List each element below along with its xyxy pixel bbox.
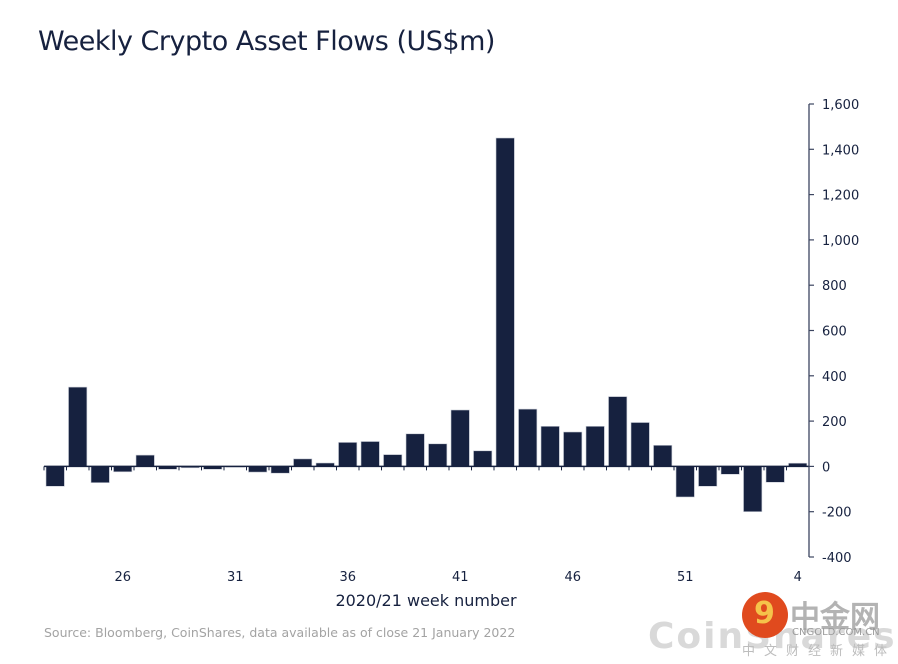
y-tick-label: 400 bbox=[822, 370, 847, 385]
cngold-url-watermark: CNGOLD.COM.CN bbox=[792, 627, 880, 638]
bar-week-49 bbox=[630, 422, 650, 467]
bar-week-1 bbox=[720, 466, 740, 475]
bar-week-43 bbox=[495, 137, 515, 467]
y-tick-label: 600 bbox=[822, 325, 847, 340]
y-tick-label: 1,000 bbox=[822, 234, 859, 249]
bars-group bbox=[45, 137, 808, 512]
bar-week-23 bbox=[45, 466, 65, 487]
chart-title: Weekly Crypto Asset Flows (US$m) bbox=[38, 26, 495, 57]
bar-week-36 bbox=[338, 442, 358, 467]
bar-week-45 bbox=[540, 425, 560, 467]
bar-week-3 bbox=[765, 466, 785, 483]
y-tick-label: 200 bbox=[822, 415, 847, 430]
y-tick-label: -200 bbox=[822, 506, 852, 521]
x-tick-label-51: 51 bbox=[677, 570, 694, 585]
y-tick-label: 1,200 bbox=[822, 189, 859, 204]
x-tick-label-31: 31 bbox=[227, 570, 244, 585]
zero-baseline bbox=[43, 465, 810, 471]
bar-week-42 bbox=[473, 450, 493, 467]
bar-week-44 bbox=[518, 408, 538, 467]
bar-week-32 bbox=[248, 466, 268, 473]
x-tick-label-46: 46 bbox=[565, 570, 582, 585]
bar-week-50 bbox=[653, 444, 673, 467]
source-note: Source: Bloomberg, CoinShares, data avai… bbox=[44, 625, 516, 640]
bar-week-46 bbox=[563, 431, 583, 467]
x-tick-label-41: 41 bbox=[452, 570, 469, 585]
bar-week-47 bbox=[585, 425, 605, 467]
bar-week-24 bbox=[68, 386, 88, 467]
y-tick-label: 0 bbox=[822, 460, 830, 475]
bar-week-25 bbox=[90, 466, 110, 483]
y-tick-label: -400 bbox=[822, 551, 852, 566]
cngold-watermark: 中金网 bbox=[790, 600, 880, 635]
bar-week-37 bbox=[360, 441, 380, 467]
bar-week-48 bbox=[608, 396, 628, 467]
bar-week-26 bbox=[113, 466, 133, 473]
bar-week-38 bbox=[383, 454, 403, 467]
bar-week-34 bbox=[293, 458, 313, 467]
bar-week-39 bbox=[405, 433, 425, 467]
bar-week-27 bbox=[135, 454, 155, 467]
y-tick-label: 1,600 bbox=[822, 98, 859, 113]
bar-week-51 bbox=[675, 466, 695, 498]
x-tick-label-36: 36 bbox=[340, 570, 357, 585]
bar-week-52 bbox=[698, 466, 718, 487]
x-axis-label: 2020/21 week number bbox=[335, 591, 517, 610]
bar-week-33 bbox=[270, 466, 290, 474]
cngold-subtitle-watermark: 中文财经新媒体 bbox=[742, 644, 897, 659]
x-tick-label-4: 4 bbox=[794, 570, 802, 585]
y-axis: 1,600 1,400 1,200 1,000 800 600 400 200 0 -200 -40… bbox=[808, 98, 859, 566]
bar-week-40 bbox=[428, 443, 448, 467]
x-axis-ticks: 26 31 36 41 46 51 4 bbox=[115, 570, 802, 585]
y-tick-label: 1,400 bbox=[822, 143, 859, 158]
bar-week-2 bbox=[743, 466, 763, 512]
bar-week-41 bbox=[450, 409, 470, 467]
cngold-logo-icon: 9 bbox=[742, 592, 788, 638]
x-tick-label-26: 26 bbox=[115, 570, 132, 585]
y-tick-label: 800 bbox=[822, 279, 847, 294]
